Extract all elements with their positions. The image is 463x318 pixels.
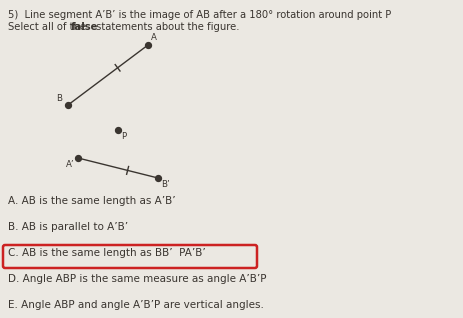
Text: D. Angle ABP is the same measure as angle A’B’P: D. Angle ABP is the same measure as angl… bbox=[8, 274, 266, 284]
Point bbox=[74, 156, 81, 161]
Text: A’: A’ bbox=[66, 160, 75, 169]
Point bbox=[114, 128, 121, 133]
Text: 5)  Line segment A’B’ is the image of AB after a 180° rotation around point P: 5) Line segment A’B’ is the image of AB … bbox=[8, 10, 390, 20]
Text: E. Angle ABP and angle A’B’P are vertical angles.: E. Angle ABP and angle A’B’P are vertica… bbox=[8, 300, 263, 310]
Text: false: false bbox=[71, 22, 98, 32]
Text: B’: B’ bbox=[161, 180, 169, 189]
Text: A. AB is the same length as A’B’: A. AB is the same length as A’B’ bbox=[8, 196, 175, 206]
Point bbox=[64, 102, 72, 107]
Point bbox=[144, 43, 151, 48]
Text: A: A bbox=[150, 33, 156, 42]
Text: C. AB is the same length as BB’  PA’B’: C. AB is the same length as BB’ PA’B’ bbox=[8, 248, 205, 258]
Text: P: P bbox=[121, 132, 126, 141]
Text: Select all of the: Select all of the bbox=[8, 22, 89, 32]
Point bbox=[154, 176, 162, 181]
Text: B: B bbox=[56, 94, 62, 103]
Text: B. AB is parallel to A’B’: B. AB is parallel to A’B’ bbox=[8, 222, 128, 232]
Text: statements about the figure.: statements about the figure. bbox=[93, 22, 239, 32]
